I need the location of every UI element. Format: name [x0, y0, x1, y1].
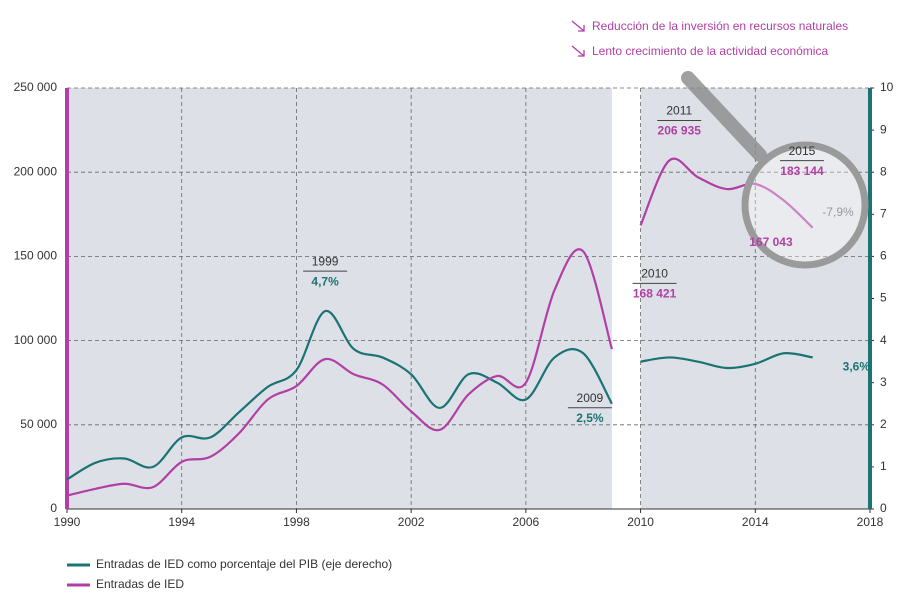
y2-tick-label: 3 [880, 375, 887, 389]
shaded-area [67, 88, 612, 509]
value-label: 206 935 [658, 124, 702, 138]
lines [66, 157, 814, 497]
note-arrow [571, 20, 585, 32]
y2-tick-label: 5 [880, 291, 887, 305]
x-tick-label: 2010 [627, 515, 654, 529]
labels: 1999 4,7% 2009 2,5% 3,6% 2010 168 421 2011 206 9… [67, 19, 870, 591]
y2-tick-label: 2 [880, 417, 887, 431]
annotation: -7,9% [822, 205, 854, 219]
y-tick-label: 100 000 [14, 333, 58, 347]
grid: 0 50 000 100 000 150 000 200 000 250 000 0 1 2 3 4… [14, 80, 894, 529]
year-label: 2011 [666, 104, 692, 118]
year-label: 2010 [641, 267, 668, 281]
series-line [66, 157, 814, 497]
year-label: 1999 [312, 254, 339, 268]
x-tick-label: 1998 [283, 515, 310, 529]
x-tick-label: 1994 [168, 515, 195, 529]
y-tick-label: 200 000 [14, 164, 58, 178]
y-tick-label: 0 [50, 501, 57, 515]
value-label: 4,7% [311, 274, 339, 288]
note-arrow [571, 45, 585, 57]
x-tick-label: 2018 [857, 515, 884, 529]
value-label: 2,5% [576, 411, 604, 425]
value-label: 167 043 [749, 235, 793, 249]
legend-label: Entradas de IED como porcentaje del PIB … [96, 557, 392, 571]
x-tick-label: 2014 [742, 515, 769, 529]
y2-tick-label: 9 [880, 122, 887, 136]
x-tick-label: 1990 [54, 515, 81, 529]
y2-tick-label: 6 [880, 249, 887, 263]
y2-tick-label: 1 [880, 459, 887, 473]
magnifier [681, 71, 869, 269]
note: Lento crecimiento de la actividad económ… [592, 44, 828, 58]
series-line [66, 310, 813, 481]
y2-tick-label: 4 [880, 333, 887, 347]
legend-label: Entradas de IED [96, 577, 184, 591]
value-label: 168 421 [633, 287, 677, 301]
y-tick-label: 150 000 [14, 249, 58, 263]
y2-tick-label: 0 [880, 501, 887, 515]
y2-tick-label: 10 [880, 80, 894, 94]
value-label: 183 144 [780, 164, 824, 178]
year-label: 2009 [577, 391, 604, 405]
y2-tick-label: 7 [880, 206, 887, 220]
y2-tick-label: 8 [880, 164, 887, 178]
y-tick-label: 250 000 [14, 80, 58, 94]
note: Reducción de la inversión en recursos na… [592, 19, 848, 33]
y-tick-label: 50 000 [20, 417, 57, 431]
year-label: 2015 [789, 144, 816, 158]
x-tick-label: 2006 [513, 515, 540, 529]
x-tick-label: 2002 [398, 515, 425, 529]
value-label: 3,6% [843, 360, 871, 374]
